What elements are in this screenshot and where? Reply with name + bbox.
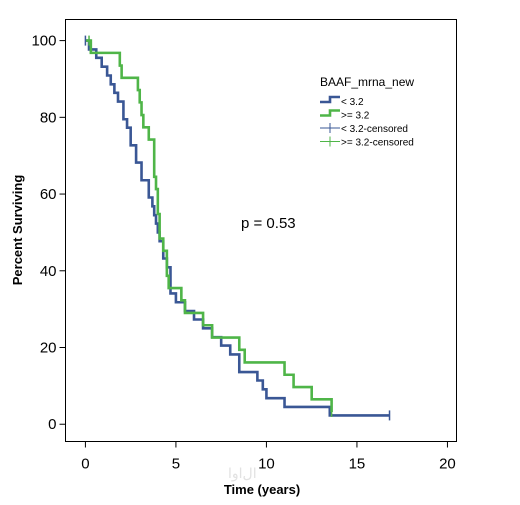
y-tick-label: 60 xyxy=(40,186,57,203)
y-tick-label: 100 xyxy=(31,33,56,50)
legend-entry-3: >= 3.2-censored xyxy=(341,138,414,149)
legend-swatch-0 xyxy=(320,95,340,104)
censor-marks xyxy=(84,35,391,421)
y-tick-label: 20 xyxy=(40,340,57,357)
series-line-1 xyxy=(85,39,333,412)
x-tick-label: 15 xyxy=(349,456,366,473)
y-axis-label: Percent Surviving xyxy=(10,175,25,286)
x-tick-label: 10 xyxy=(258,456,275,473)
y-tick-label: 0 xyxy=(48,416,56,433)
legend-entry-0: < 3.2 xyxy=(341,97,364,108)
legend-swatch-1 xyxy=(320,109,340,117)
plot-frame xyxy=(65,19,457,442)
legend: BAAF_mrna_new < 3.2 >= 3.2 < 3.2-censored >… xyxy=(320,75,414,149)
legend-title: BAAF_mrna_new xyxy=(320,75,414,89)
legend-entry-2: < 3.2-censored xyxy=(341,124,408,135)
x-tick-label: 20 xyxy=(439,456,456,473)
y-axis-ticks: 0 20 40 60 80 100 xyxy=(31,33,66,433)
x-tick-label: 0 xyxy=(81,456,89,473)
y-tick-label: 80 xyxy=(40,109,57,126)
x-axis-ticks: 0 5 10 15 20 xyxy=(81,441,456,473)
x-tick-label: 5 xyxy=(172,456,180,473)
x-axis-label: Time (years) xyxy=(224,482,300,497)
watermark-text: ا‌ل‌ا‌و‌ا xyxy=(228,466,257,482)
series-lines xyxy=(85,39,390,417)
y-tick-label: 40 xyxy=(40,263,57,280)
p-value-annotation: p = 0.53 xyxy=(241,215,296,232)
legend-entries: < 3.2 >= 3.2 < 3.2-censored >= 3.2-censored xyxy=(320,95,414,149)
legend-entry-1: >= 3.2 xyxy=(341,111,370,122)
